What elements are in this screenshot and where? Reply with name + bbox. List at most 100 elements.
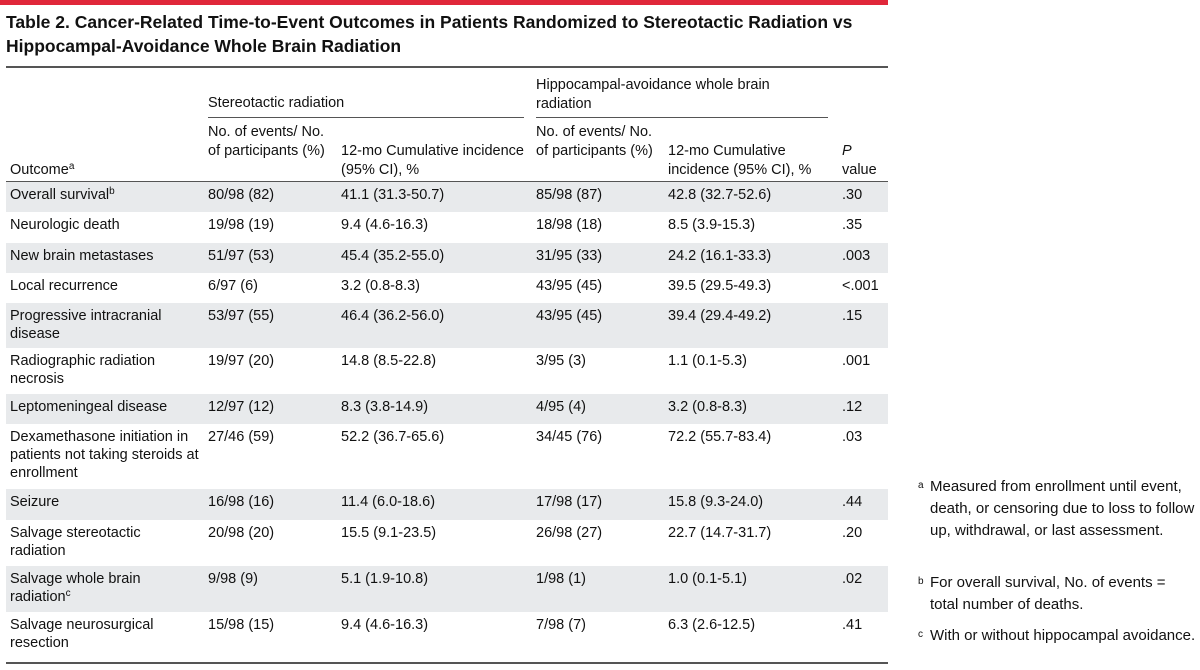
row-sr-incidence: 9.4 (4.6-16.3) — [341, 617, 429, 633]
footnote-a: a Measured from enrollment until event, … — [918, 476, 1198, 542]
footnote-b: b For overall survival, No. of events = … — [918, 572, 1198, 616]
row-p-value: .44 — [842, 494, 863, 510]
table-row: Progressive intracranial disease 53/97 (… — [6, 303, 888, 348]
row-p-value: .41 — [842, 617, 863, 633]
row-ha-events: 18/98 (18) — [536, 217, 603, 233]
table-row: Neurologic death 19/98 (19) 9.4 (4.6-16.… — [6, 212, 888, 243]
footnote-mark: c — [918, 629, 923, 640]
row-ha-events: 43/95 (45) — [536, 308, 603, 324]
row-sr-events: 27/46 (59) — [208, 429, 275, 445]
row-ha-incidence: 3.2 (0.8-8.3) — [668, 399, 747, 415]
header-ha-incidence: 12-mo Cumulative incidence (95% CI), % — [668, 143, 812, 178]
table-row: New brain metastases 51/97 (53) 45.4 (35… — [6, 243, 888, 273]
row-sr-incidence: 8.3 (3.8-14.9) — [341, 399, 429, 415]
header-separator — [6, 181, 888, 182]
row-ha-incidence: 72.2 (55.7-83.4) — [668, 429, 772, 445]
row-sr-incidence: 41.1 (31.3-50.7) — [341, 187, 445, 203]
row-outcome: Salvage stereotactic radiation — [10, 525, 141, 559]
table-title: Table 2. Cancer-Related Time-to-Event Ou… — [6, 12, 853, 56]
table-row: Salvage whole brain radiationc 9/98 (9) … — [6, 566, 888, 612]
row-sr-incidence: 9.4 (4.6-16.3) — [341, 217, 429, 233]
accent-bar — [0, 0, 888, 5]
row-outcome: Leptomeningeal disease — [10, 399, 168, 415]
row-outcome: New brain metastases — [10, 248, 154, 264]
row-ha-incidence: 8.5 (3.9-15.3) — [668, 217, 756, 233]
row-sr-events: 15/98 (15) — [208, 617, 275, 633]
table-row: Salvage neurosurgical resection 15/98 (1… — [6, 612, 888, 662]
row-ha-events: 85/98 (87) — [536, 187, 603, 203]
row-ha-incidence: 1.0 (0.1-5.1) — [668, 571, 747, 587]
row-sr-incidence: 14.8 (8.5-22.8) — [341, 353, 437, 369]
row-p-value: .001 — [842, 353, 871, 369]
row-sr-events: 16/98 (16) — [208, 494, 275, 510]
row-outcome: Local recurrence — [10, 278, 118, 294]
header-outcome-footnote-mark: a — [68, 161, 75, 172]
row-ha-incidence: 24.2 (16.1-33.3) — [668, 248, 772, 264]
table-row: Radiographic radiation necrosis 19/97 (2… — [6, 348, 888, 394]
footnote-text: With or without hippocampal avoidance. — [930, 627, 1196, 644]
row-sr-incidence: 45.4 (35.2-55.0) — [341, 248, 445, 264]
footnote-text: Measured from enrollment until event, de… — [930, 478, 1195, 539]
table-top-rule — [6, 66, 888, 68]
row-ha-events: 34/45 (76) — [536, 429, 603, 445]
table-row: Local recurrence 6/97 (6) 3.2 (0.8-8.3) … — [6, 273, 888, 303]
row-sr-events: 9/98 (9) — [208, 571, 258, 587]
header-group-rule-2 — [536, 117, 828, 118]
footnote-mark: b — [918, 576, 924, 587]
row-p-value: .15 — [842, 308, 863, 324]
header-group-hippocampal: Hippocampal-avoidance whole brain radiat… — [536, 77, 770, 112]
header-outcome: Outcomea — [10, 161, 75, 179]
row-p-value: .12 — [842, 399, 863, 415]
row-ha-events: 17/98 (17) — [536, 494, 603, 510]
row-ha-events: 7/98 (7) — [536, 617, 586, 633]
row-ha-events: 26/98 (27) — [536, 525, 603, 541]
row-sr-events: 6/97 (6) — [208, 278, 258, 294]
row-sr-incidence: 5.1 (1.9-10.8) — [341, 571, 429, 587]
row-ha-events: 1/98 (1) — [536, 571, 586, 587]
row-sr-incidence: 46.4 (36.2-56.0) — [341, 308, 445, 324]
row-p-value: .02 — [842, 571, 863, 587]
row-p-value: .35 — [842, 217, 863, 233]
row-p-value: .30 — [842, 187, 863, 203]
row-ha-incidence: 39.4 (29.4-49.2) — [668, 308, 772, 324]
row-ha-events: 43/95 (45) — [536, 278, 603, 294]
footnote-mark: a — [918, 480, 924, 491]
row-sr-incidence: 3.2 (0.8-8.3) — [341, 278, 420, 294]
row-sr-events: 53/97 (55) — [208, 308, 275, 324]
row-outcome: Neurologic death — [10, 217, 120, 233]
footnote-c: c With or without hippocampal avoidance. — [918, 625, 1198, 647]
row-outcome: Salvage whole brain radiationc — [10, 571, 141, 605]
header-ha-events: No. of events/ No. of participants (%) — [536, 124, 653, 159]
row-ha-incidence: 42.8 (32.7-52.6) — [668, 187, 772, 203]
row-sr-events: 51/97 (53) — [208, 248, 275, 264]
row-sr-incidence: 52.2 (36.7-65.6) — [341, 429, 445, 445]
row-outcome: Dexamethasone initiation in patients not… — [10, 429, 199, 481]
row-sr-incidence: 15.5 (9.1-23.5) — [341, 525, 437, 541]
row-sr-events: 20/98 (20) — [208, 525, 275, 541]
row-sr-events: 19/98 (19) — [208, 217, 275, 233]
table-row: Salvage stereotactic radiation 20/98 (20… — [6, 520, 888, 566]
row-ha-events: 4/95 (4) — [536, 399, 586, 415]
row-outcome: Seizure — [10, 494, 60, 510]
table-row: Seizure 16/98 (16) 11.4 (6.0-18.6) 17/98… — [6, 489, 888, 520]
header-sr-incidence: 12-mo Cumulative incidence (95% CI), % — [341, 143, 524, 178]
row-ha-incidence: 15.8 (9.3-24.0) — [668, 494, 764, 510]
row-ha-incidence: 22.7 (14.7-31.7) — [668, 525, 772, 541]
row-sr-events: 19/97 (20) — [208, 353, 275, 369]
row-ha-incidence: 39.5 (29.5-49.3) — [668, 278, 772, 294]
row-ha-incidence: 1.1 (0.1-5.3) — [668, 353, 747, 369]
row-p-value: <.001 — [842, 278, 879, 294]
row-outcome: Progressive intracranial disease — [10, 308, 162, 342]
header-group-rule-1 — [208, 117, 524, 118]
row-ha-incidence: 6.3 (2.6-12.5) — [668, 617, 756, 633]
table-row: Dexamethasone initiation in patients not… — [6, 424, 888, 489]
row-ha-events: 3/95 (3) — [536, 353, 586, 369]
row-sr-events: 12/97 (12) — [208, 399, 275, 415]
row-outcome: Overall survivalb — [10, 186, 115, 204]
header-group-stereotactic: Stereotactic radiation — [208, 95, 345, 111]
row-p-value: .03 — [842, 429, 863, 445]
table-row: Leptomeningeal disease 12/97 (12) 8.3 (3… — [6, 394, 888, 424]
row-sr-events: 80/98 (82) — [208, 187, 275, 203]
row-sr-incidence: 11.4 (6.0-18.6) — [341, 494, 436, 510]
